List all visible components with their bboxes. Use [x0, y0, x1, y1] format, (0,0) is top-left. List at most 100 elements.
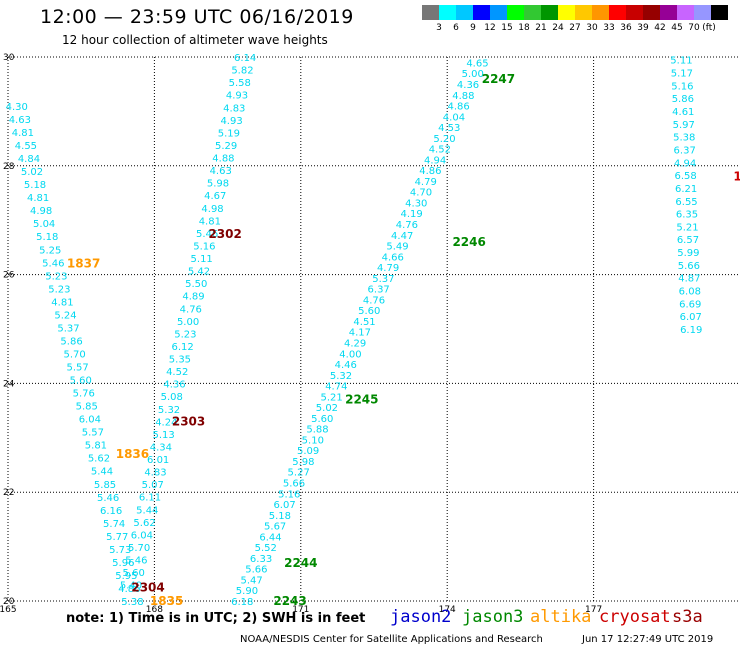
y-tick-label: 24 [3, 379, 15, 389]
wave-height-value: 5.76 [73, 389, 95, 400]
color-scale-label: 12 [484, 23, 496, 33]
color-swatch [456, 5, 473, 20]
wave-height-value: 5.60 [123, 568, 145, 579]
wave-height-value: 5.08 [161, 392, 183, 403]
wave-height-value: 4.19 [400, 209, 422, 220]
color-swatch [439, 5, 456, 20]
pass-time-label: 1 [733, 170, 740, 184]
wave-height-value: 4.81 [27, 193, 49, 204]
wave-height-value: 5.32 [158, 405, 180, 416]
wave-height-value: 5.96 [112, 558, 134, 569]
wave-height-value: 5.82 [231, 66, 253, 77]
wave-height-value: 5.50 [185, 279, 207, 290]
wave-height-value: 5.02 [21, 167, 43, 178]
y-tick-label: 28 [3, 162, 15, 172]
y-tick-label: 30 [3, 53, 15, 63]
wave-height-value: 5.60 [311, 414, 333, 425]
wave-height-value: 6.14 [234, 53, 256, 64]
pass-time-label: 2245 [345, 393, 378, 407]
wave-height-value: 6.35 [676, 210, 698, 221]
pass-time-label: 1836 [116, 447, 149, 461]
color-scale-label: 3 [436, 23, 442, 33]
color-swatch [422, 5, 439, 20]
wave-height-value: 4.36 [457, 80, 479, 91]
wave-height-value: 4.66 [382, 252, 404, 263]
wave-height-value: 4.65 [466, 58, 488, 69]
color-swatch [694, 5, 711, 20]
wave-height-value: 5.86 [60, 336, 82, 347]
wave-height-value: 4.94 [424, 155, 446, 166]
wave-height-value: 4.89 [182, 292, 204, 303]
color-swatch [575, 5, 592, 20]
wave-height-value: 4.74 [325, 382, 347, 393]
wave-height-value: 5.18 [269, 511, 291, 522]
mission-s3a: s3a [672, 607, 703, 627]
wave-height-value: 5.66 [283, 479, 305, 490]
pass-time-label: 2246 [452, 235, 485, 249]
pass-time-label: 2303 [172, 414, 205, 428]
footnote: note: 1) Time is in UTC; 2) SWH is in fe… [66, 611, 366, 626]
wave-height-value: 5.29 [215, 141, 237, 152]
wave-height-value: 5.02 [316, 403, 338, 414]
wave-height-value: 5.99 [677, 248, 699, 259]
wave-height-value: 5.07 [142, 480, 164, 491]
wave-height-value: 4.98 [30, 206, 52, 217]
wave-height-value: 4.86 [118, 584, 140, 595]
x-tick-label: 168 [146, 605, 163, 615]
wave-height-value: 5.57 [67, 363, 89, 374]
color-swatch [677, 5, 694, 20]
wave-height-value: 5.16 [193, 241, 215, 252]
wave-height-value: 4.55 [15, 141, 37, 152]
color-scale-label: 15 [501, 23, 513, 33]
wave-height-value: 5.37 [372, 274, 394, 285]
mission-cryosat: cryosat [599, 607, 671, 627]
wave-height-value: 6.12 [172, 342, 194, 353]
wave-height-value: 4.36 [163, 380, 185, 391]
wave-height-value: 6.07 [680, 312, 702, 323]
wave-height-value: 4.51 [353, 317, 375, 328]
chart-title: 12:00 — 23:59 UTC 06/16/2019 [40, 6, 354, 28]
wave-height-value: 5.66 [245, 565, 267, 576]
pass-time-labels: 2247 2246 2245 2244 2243 2302 2303 2304 1837 1836… [67, 72, 740, 608]
wave-height-value: 5.47 [241, 575, 263, 586]
wave-height-value: 5.67 [264, 522, 286, 533]
wave-height-value: 6.57 [677, 235, 699, 246]
wave-height-value: 4.30 [6, 102, 28, 113]
wave-height-value: 4.76 [363, 295, 385, 306]
wave-height-value: 5.11 [670, 56, 692, 67]
y-tick-label: 20 [3, 597, 15, 607]
color-swatch [490, 5, 507, 20]
footer-timestamp: Jun 17 12:27:49 UTC 2019 [582, 634, 714, 645]
wave-height-value: 6.07 [273, 500, 295, 511]
wave-height-value: 4.52 [429, 145, 451, 156]
wave-height-value: 4.52 [166, 367, 188, 378]
mission-jason3: jason3 [462, 607, 524, 627]
wave-height-value: 5.85 [76, 402, 98, 413]
wave-height-value: 4.53 [438, 123, 460, 134]
wave-height-value: 5.85 [94, 480, 116, 491]
color-swatch [507, 5, 524, 20]
wave-height-value: 4.84 [18, 154, 40, 165]
pass-time-label: 2244 [284, 556, 317, 570]
wave-height-value: 5.42 [188, 267, 210, 278]
wave-height-value: 6.08 [679, 287, 701, 298]
wave-height-value: 4.76 [396, 220, 418, 231]
wave-height-value: 6.04 [131, 530, 153, 541]
color-scale-label: 45 [671, 23, 683, 33]
wave-height-value: 4.24 [155, 417, 177, 428]
wave-height-value: 5.09 [297, 446, 319, 457]
wave-height-value: 6.16 [100, 506, 122, 517]
x-tick-label: 177 [585, 605, 602, 615]
color-swatch [541, 5, 558, 20]
wave-height-value: 5.00 [462, 69, 484, 80]
color-scale-label: 30 [586, 23, 598, 33]
wave-height-value: 6.58 [674, 171, 696, 182]
wave-height-value: 5.04 [33, 219, 55, 230]
wave-height-value: 6.44 [259, 532, 281, 543]
wave-height-value: 6.69 [679, 299, 701, 310]
color-scale-label: 36 [620, 23, 632, 33]
wave-height-value: 5.95 [115, 571, 137, 582]
wave-height-value: 6.18 [231, 597, 253, 608]
color-scale-label: 42 [654, 23, 666, 33]
